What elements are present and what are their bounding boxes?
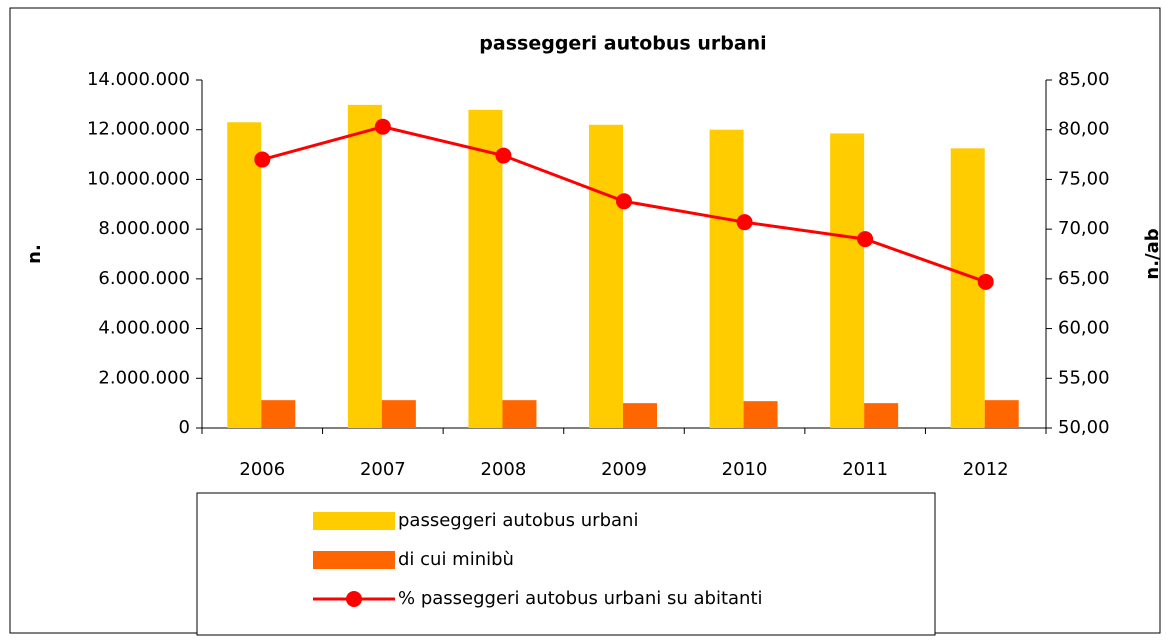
bar (468, 109, 503, 428)
legend-label: di cui minibù (398, 549, 514, 570)
bar (743, 401, 778, 428)
y-tick-label: 0 (179, 417, 190, 438)
bar (227, 122, 262, 428)
legend-label: % passeggeri autobus urbani su abitanti (398, 588, 763, 609)
line-marker (857, 231, 874, 248)
x-tick-label: 2010 (722, 459, 768, 480)
y-tick-label: 2.000.000 (98, 367, 190, 388)
line-marker (736, 214, 753, 231)
line-marker (254, 151, 271, 168)
y-tick-label: 10.000.000 (87, 168, 190, 189)
bar (589, 124, 623, 428)
chart-title: passeggeri autobus urbani (479, 33, 766, 55)
y2-tick-label: 70,00 (1058, 218, 1110, 239)
y2-tick-label: 65,00 (1058, 268, 1110, 289)
line-marker (495, 147, 512, 164)
y-axis-label: n. (24, 244, 45, 264)
legend-marker (346, 591, 362, 607)
x-tick-label: 2012 (963, 459, 1009, 480)
x-tick-label: 2006 (239, 459, 285, 480)
x-tick-label: 2008 (481, 459, 527, 480)
bar (709, 129, 744, 428)
bar (623, 403, 657, 428)
bar (381, 400, 416, 428)
y-tick-label: 6.000.000 (98, 268, 190, 289)
y2-tick-label: 60,00 (1058, 318, 1110, 339)
line-marker (616, 193, 632, 210)
legend-swatch (313, 551, 395, 569)
x-tick-label: 2009 (601, 459, 647, 480)
bar (502, 400, 537, 428)
legend-swatch (313, 512, 395, 530)
line-marker (374, 118, 391, 135)
y2-tick-label: 85,00 (1058, 69, 1110, 90)
line-marker (977, 273, 994, 290)
x-tick-label: 2011 (842, 459, 888, 480)
bar (864, 403, 899, 428)
x-tick-label: 2007 (360, 459, 406, 480)
y2-tick-label: 80,00 (1058, 119, 1110, 140)
y2-tick-label: 55,00 (1058, 367, 1110, 388)
bar (347, 104, 382, 428)
y2-tick-label: 75,00 (1058, 168, 1110, 189)
bar (261, 400, 296, 428)
bar (830, 133, 865, 428)
bar (950, 148, 985, 428)
y2-tick-label: 50,00 (1058, 417, 1110, 438)
legend-label: passeggeri autobus urbani (398, 510, 638, 531)
y-tick-label: 4.000.000 (98, 318, 190, 339)
y-tick-label: 14.000.000 (87, 69, 190, 90)
bar (984, 400, 1019, 428)
y-tick-label: 8.000.000 (98, 218, 190, 239)
y-tick-label: 12.000.000 (87, 119, 190, 140)
y2-axis-label: n./ab (1142, 228, 1163, 279)
